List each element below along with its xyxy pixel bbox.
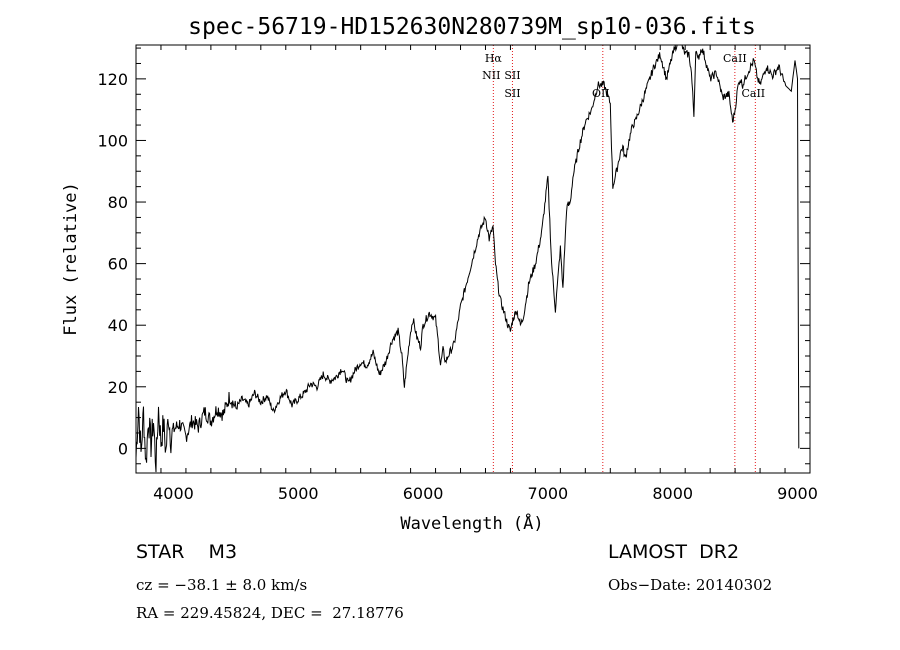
line-marker-label: NII xyxy=(482,69,500,82)
x-tick-label: 7000 xyxy=(528,484,569,503)
line-marker-label: Hα xyxy=(485,52,503,65)
y-tick-label: 100 xyxy=(97,131,128,150)
obs-date: Obs−Date: 20140302 xyxy=(608,576,773,594)
y-tick-label: 0 xyxy=(118,439,128,458)
y-tick-label: 40 xyxy=(108,316,128,335)
line-marker-label: OII xyxy=(592,87,610,100)
x-tick-label: 8000 xyxy=(652,484,693,503)
coordinates: RA = 229.45824, DEC = 27.18776 xyxy=(136,604,404,622)
chart-title: spec-56719-HD152630N280739M_sp10-036.fit… xyxy=(188,14,756,40)
spectrum-chart: spec-56719-HD152630N280739M_sp10-036.fit… xyxy=(61,14,818,534)
x-tick-label: 6000 xyxy=(403,484,444,503)
x-tick-label: 5000 xyxy=(278,484,319,503)
y-tick-label: 20 xyxy=(108,378,128,397)
y-tick-label: 120 xyxy=(97,70,128,89)
redshift-cz: cz = −38.1 ± 8.0 km/s xyxy=(136,576,308,594)
line-marker-label: SII xyxy=(504,69,520,82)
y-axis-label: Flux (relative) xyxy=(61,182,81,336)
line-marker-label: CaII xyxy=(741,87,765,100)
spectrum-series-line xyxy=(135,44,800,473)
line-marker-label: SII xyxy=(504,87,520,100)
y-tick-label: 60 xyxy=(108,255,128,274)
star-class: STAR M3 xyxy=(136,541,238,563)
x-axis-label: Wavelength (Å) xyxy=(400,512,543,534)
plot-frame xyxy=(135,44,811,474)
x-tick-label: 9000 xyxy=(777,484,818,503)
x-tick-label: 4000 xyxy=(153,484,194,503)
line-marker-label: CaII xyxy=(723,52,747,65)
survey-label: LAMOST DR2 xyxy=(608,541,740,563)
y-tick-label: 80 xyxy=(108,193,128,212)
